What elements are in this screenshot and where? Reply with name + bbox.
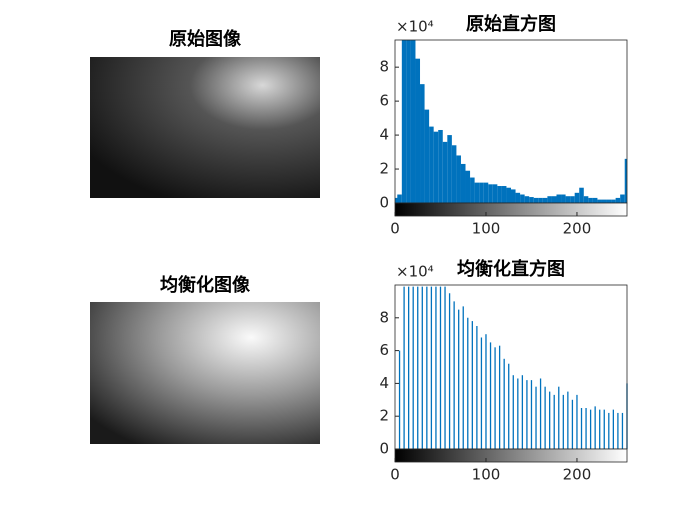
bar xyxy=(592,197,598,203)
y-tick-label: 6 xyxy=(379,341,389,359)
bar xyxy=(574,192,580,203)
bar xyxy=(565,196,571,203)
chart-title: 原始直方图 xyxy=(466,13,556,35)
bar xyxy=(456,155,461,203)
x-tick-label: 100 xyxy=(472,220,501,238)
bar xyxy=(483,182,489,203)
bar xyxy=(601,199,607,203)
bar xyxy=(424,109,430,203)
bar xyxy=(597,199,602,203)
bar xyxy=(433,131,439,203)
bar xyxy=(515,192,521,203)
bar xyxy=(611,199,616,203)
bar xyxy=(551,196,557,203)
y-tick-label: 0 xyxy=(379,440,389,458)
bar xyxy=(511,189,516,203)
bar xyxy=(556,194,562,203)
bar xyxy=(542,197,548,203)
bar xyxy=(401,40,407,203)
bar xyxy=(406,40,411,203)
bar xyxy=(606,199,612,203)
chart-title: 均衡化直方图 xyxy=(457,258,565,280)
bar xyxy=(524,196,530,203)
image-title: 均衡化图像 xyxy=(160,274,251,296)
bar xyxy=(442,141,448,203)
bar xyxy=(397,194,402,203)
bar xyxy=(533,197,539,203)
bar xyxy=(624,158,627,203)
image-title: 原始图像 xyxy=(169,28,242,50)
colorbar xyxy=(394,202,628,217)
y-tick-label: 0 xyxy=(379,194,389,212)
x-tick-label: 200 xyxy=(563,220,592,238)
bar xyxy=(447,135,452,203)
bar xyxy=(583,196,589,203)
bar xyxy=(492,184,498,203)
bar xyxy=(474,182,480,203)
bar xyxy=(506,187,511,203)
x-tick-label: 100 xyxy=(472,466,501,484)
original-image xyxy=(90,57,320,198)
bar xyxy=(415,58,421,204)
bar xyxy=(620,194,625,203)
bar xyxy=(588,197,593,203)
y-exponent: ×10⁴ xyxy=(396,18,434,36)
equalized-image xyxy=(90,302,320,444)
x-tick-label: 0 xyxy=(390,220,400,238)
x-tick-label: 0 xyxy=(390,466,400,484)
bar xyxy=(529,197,534,203)
bar xyxy=(460,163,466,203)
y-tick-label: 8 xyxy=(379,58,389,76)
y-tick-label: 8 xyxy=(379,308,389,326)
bar xyxy=(579,187,584,203)
y-tick-label: 4 xyxy=(379,126,389,144)
bar xyxy=(497,186,502,203)
bar xyxy=(561,194,566,203)
y-tick-label: 2 xyxy=(379,160,389,178)
bar xyxy=(547,196,552,203)
bar xyxy=(420,84,425,203)
bar xyxy=(479,182,484,203)
colorbar xyxy=(394,448,628,463)
y-tick-label: 4 xyxy=(379,374,389,392)
x-tick-label: 200 xyxy=(563,466,592,484)
bar xyxy=(451,145,457,203)
bar xyxy=(488,184,493,203)
bar xyxy=(470,177,475,203)
bar xyxy=(615,197,621,203)
y-tick-label: 6 xyxy=(379,92,389,110)
axes-box xyxy=(394,284,628,450)
y-tick-label: 2 xyxy=(379,407,389,425)
y-exponent: ×10⁴ xyxy=(396,263,434,281)
bar xyxy=(429,126,434,203)
bar xyxy=(520,194,525,203)
bar xyxy=(570,196,575,203)
bar xyxy=(501,186,507,203)
bar xyxy=(465,170,471,203)
bar xyxy=(538,197,543,203)
bar xyxy=(438,129,443,203)
bar xyxy=(410,40,416,203)
